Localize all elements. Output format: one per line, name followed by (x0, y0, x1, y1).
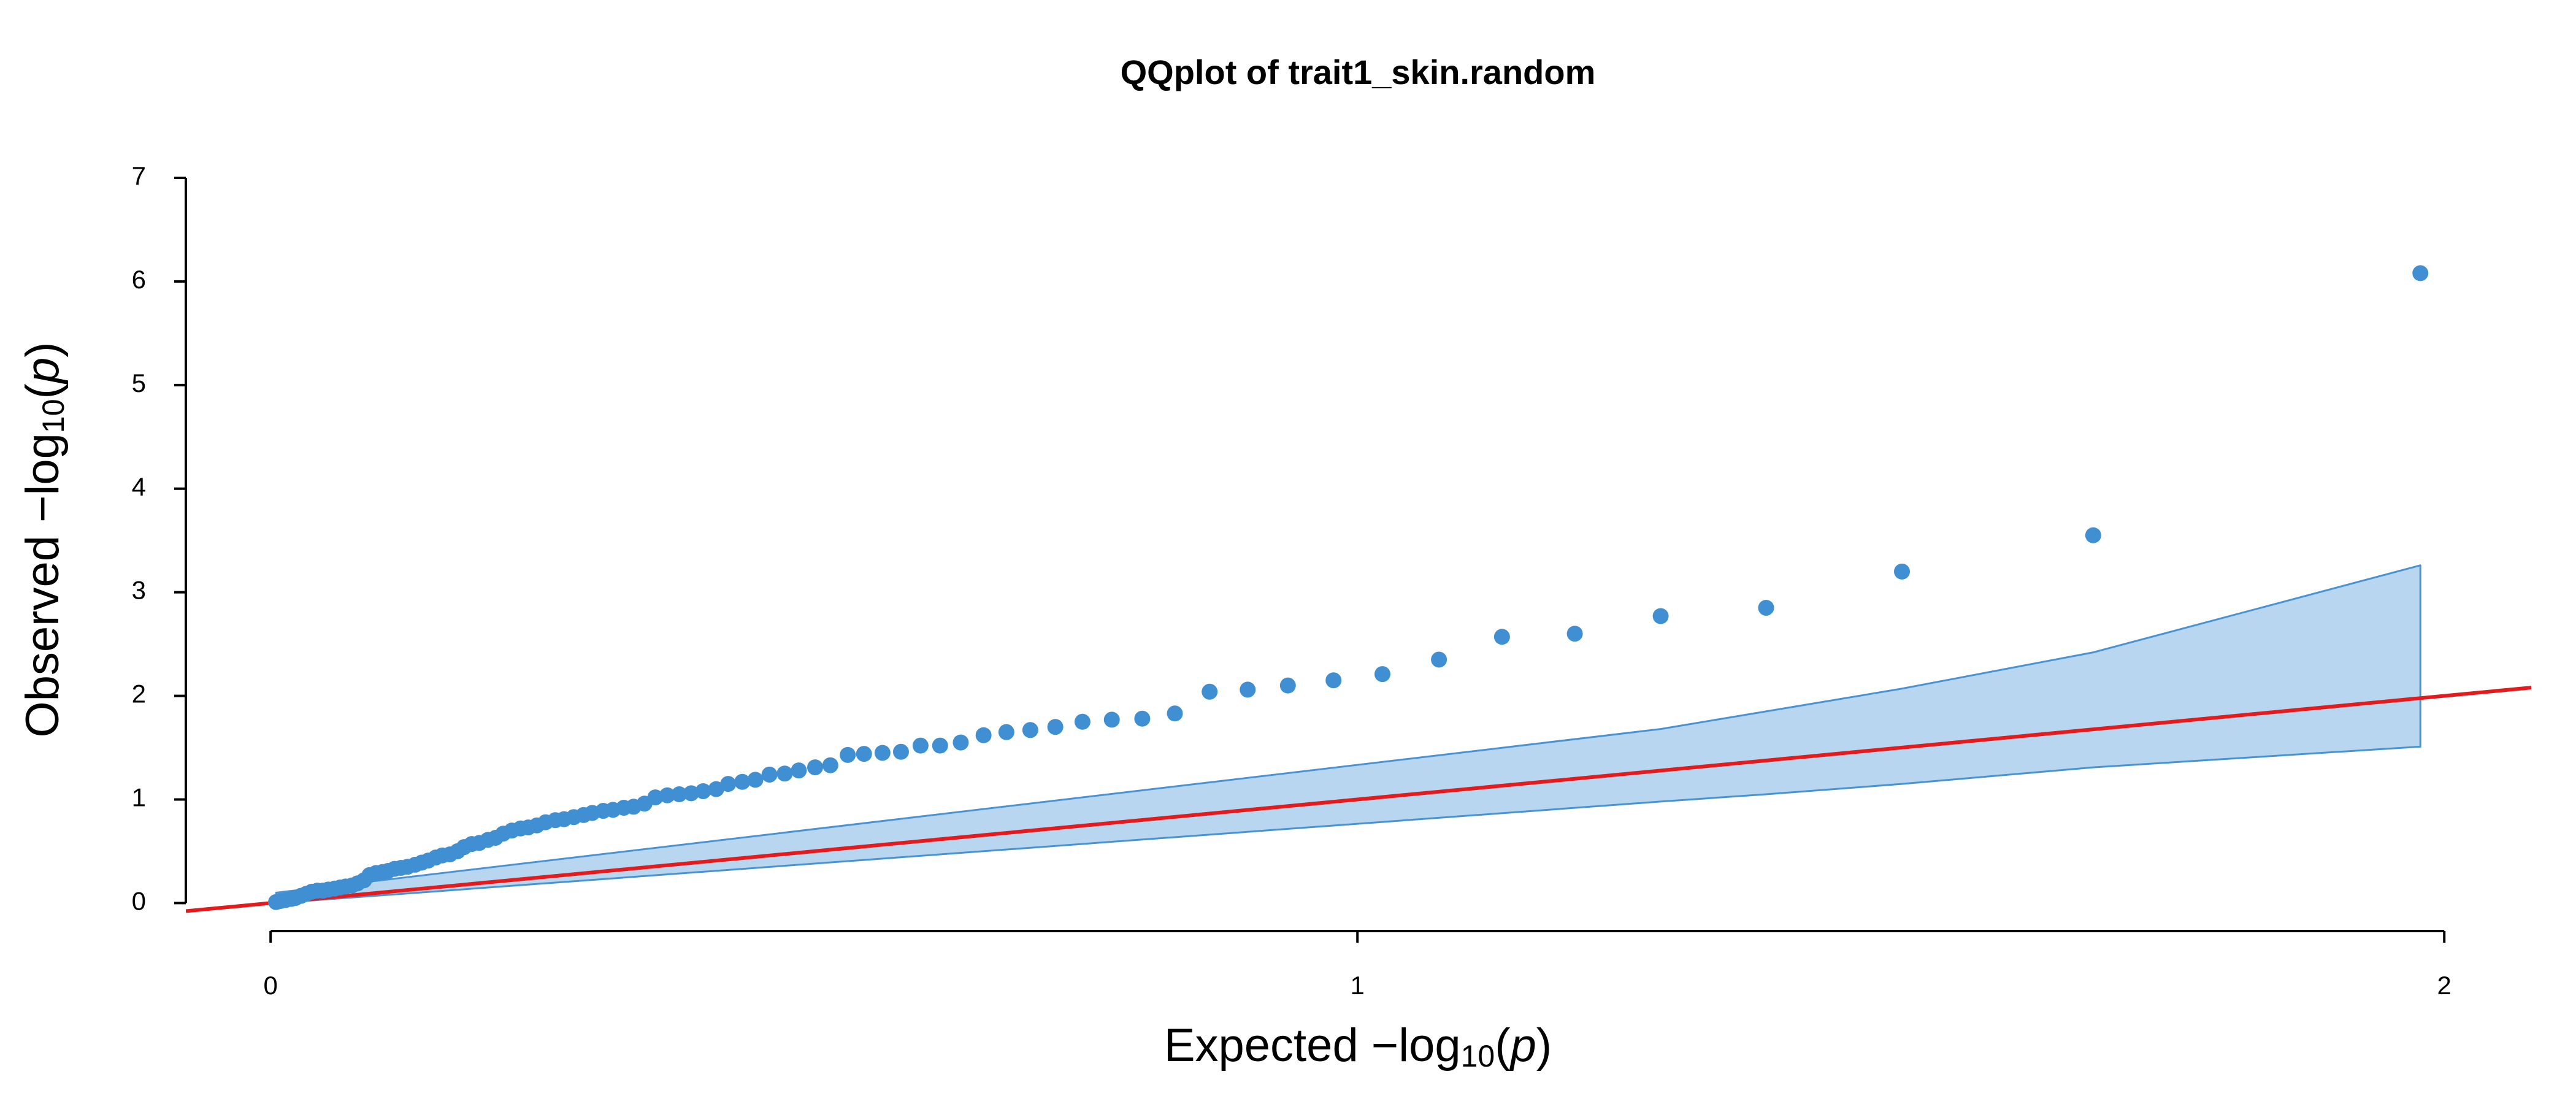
qq-point (1325, 672, 1342, 689)
qq-point (2412, 265, 2429, 282)
qq-point (998, 724, 1014, 740)
qq-point (1566, 626, 1583, 642)
x-label-subscript: 10 (1461, 1039, 1495, 1073)
qq-point (807, 759, 823, 776)
qq-point (1047, 719, 1064, 735)
y-label-paren: ) (17, 342, 69, 358)
qq-point (1022, 722, 1038, 738)
plot-area (186, 265, 2531, 913)
qq-point (953, 734, 969, 751)
x-axis-label: Expected −log10(p) (1164, 1019, 1552, 1073)
y-label-variable: p (17, 358, 69, 385)
qq-point (1374, 666, 1390, 683)
axes: 0 1 2 0 1 2 3 4 5 6 7 (132, 161, 2451, 1000)
x-tick-label: 2 (2437, 971, 2451, 1000)
x-label-variable: p (1509, 1019, 1536, 1071)
y-label-text: Observed −log (17, 433, 69, 737)
qq-point (932, 737, 948, 754)
qq-point (734, 773, 751, 790)
qq-point (975, 727, 992, 743)
confidence-band (275, 564, 2421, 904)
y-tick-label: 0 (132, 886, 146, 915)
qq-point (791, 762, 807, 779)
qq-point (1240, 681, 1256, 698)
x-tick-label: 1 (1351, 971, 1365, 1000)
y-tick-label: 2 (132, 680, 146, 708)
y-label-paren: ( (17, 383, 69, 399)
x-label-paren: ) (1536, 1019, 1552, 1071)
y-label-subscript: 10 (36, 399, 71, 433)
qq-point (761, 766, 778, 783)
x-label-paren: ( (1495, 1019, 1510, 1071)
y-tick-label: 7 (132, 161, 146, 190)
qq-point (1167, 705, 1183, 722)
qq-point (1279, 677, 1296, 694)
qq-point (695, 783, 711, 799)
qq-point (268, 894, 285, 910)
qq-point (1758, 599, 1774, 616)
y-tick-label: 5 (132, 369, 146, 397)
qq-point (708, 781, 724, 797)
y-tick-label: 6 (132, 265, 146, 294)
qq-point (683, 785, 699, 802)
qq-point (1894, 563, 1911, 580)
qq-point (892, 743, 909, 760)
qq-point (720, 776, 737, 792)
qq-point (912, 737, 929, 754)
qq-point (776, 765, 793, 782)
y-tick-label: 3 (132, 576, 146, 605)
qq-point (2085, 527, 2101, 543)
qq-point (1103, 711, 1120, 728)
qq-point (822, 757, 838, 773)
x-label-text: Expected −log (1164, 1019, 1461, 1071)
qq-point (747, 772, 764, 788)
chart-title: QQplot of trait1_skin.random (1121, 53, 1596, 91)
qq-point (840, 746, 856, 763)
qq-point (1493, 629, 1510, 645)
qq-point (1074, 713, 1091, 730)
qq-point (671, 786, 688, 803)
reference-line (186, 686, 2531, 913)
qq-point (1134, 710, 1151, 727)
qq-point (1202, 683, 1218, 700)
y-tick-label: 1 (132, 783, 146, 812)
qq-point (856, 746, 872, 762)
x-tick-label: 0 (264, 971, 278, 1000)
y-axis-label: Observed −log10(p) (17, 342, 71, 738)
qq-point (1431, 651, 1447, 668)
qq-point (1652, 608, 1669, 624)
y-tick-label: 4 (132, 472, 146, 501)
qq-point (874, 745, 891, 761)
qq-point (659, 787, 676, 803)
